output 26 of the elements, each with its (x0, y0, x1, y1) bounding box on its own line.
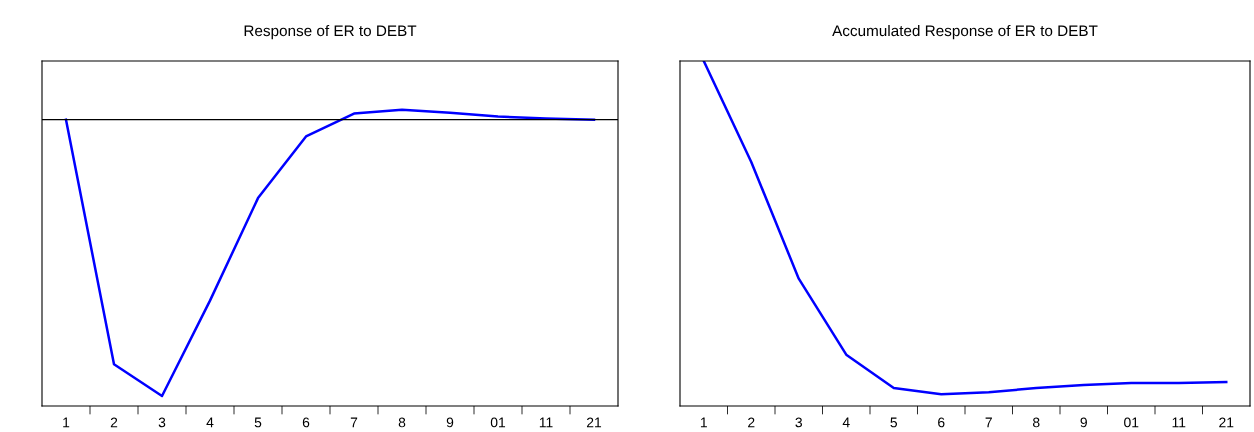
x-tick-label: 3 (158, 417, 166, 428)
x-tick-label: 9 (446, 417, 454, 428)
x-tick-label: 4 (206, 417, 214, 428)
x-tick-label: 1 (63, 417, 70, 428)
x-tick-label: 6 (302, 417, 310, 428)
x-tick-label: 8 (1032, 417, 1040, 428)
x-tick-label: 01 (1124, 417, 1139, 428)
x-tick-label: 7 (350, 417, 358, 428)
x-tick-label: 6 (938, 417, 945, 428)
x-tick-label: 2 (748, 417, 755, 428)
chart-title: Accumulated Response of ER to DEBT (832, 24, 1098, 40)
x-tick-label: 8 (398, 417, 406, 428)
x-tick-label: 01 (490, 417, 506, 428)
x-tick-label: 2 (110, 417, 118, 428)
x-tick-label: 1 (700, 417, 707, 428)
x-tick-label: 3 (795, 417, 802, 428)
x-tick-label: 21 (1219, 417, 1234, 428)
x-tick-label: 7 (985, 417, 992, 428)
x-tick-label: 5 (890, 417, 898, 428)
x-tick-label: 11 (1172, 417, 1186, 428)
x-tick-label: 21 (586, 417, 602, 428)
x-tick-label: 11 (539, 417, 553, 428)
chart-title: Response of ER to DEBT (244, 24, 417, 40)
x-tick-label: 4 (842, 417, 850, 428)
x-tick-label: 5 (254, 417, 262, 428)
x-tick-label: 9 (1080, 417, 1087, 428)
